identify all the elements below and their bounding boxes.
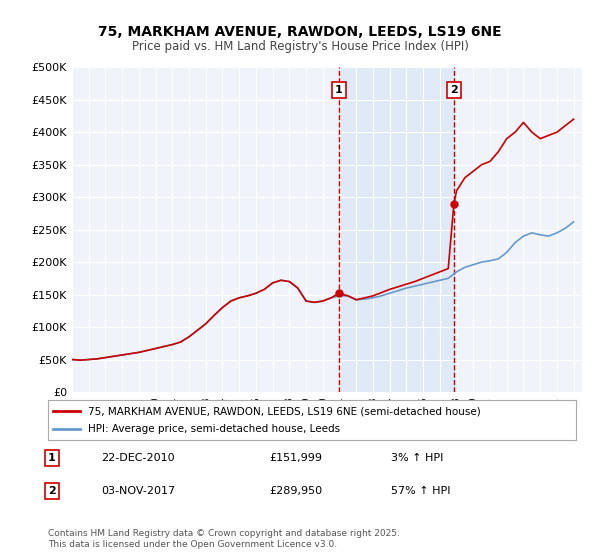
Text: 75, MARKHAM AVENUE, RAWDON, LEEDS, LS19 6NE (semi-detached house): 75, MARKHAM AVENUE, RAWDON, LEEDS, LS19 … [88, 407, 481, 417]
Text: 1: 1 [335, 85, 343, 95]
Text: £289,950: £289,950 [270, 486, 323, 496]
Text: 22-DEC-2010: 22-DEC-2010 [101, 453, 175, 463]
Text: 3% ↑ HPI: 3% ↑ HPI [391, 453, 443, 463]
Text: £151,999: £151,999 [270, 453, 323, 463]
Text: 2: 2 [48, 486, 56, 496]
Text: HPI: Average price, semi-detached house, Leeds: HPI: Average price, semi-detached house,… [88, 423, 340, 433]
Text: Price paid vs. HM Land Registry's House Price Index (HPI): Price paid vs. HM Land Registry's House … [131, 40, 469, 53]
Text: 75, MARKHAM AVENUE, RAWDON, LEEDS, LS19 6NE: 75, MARKHAM AVENUE, RAWDON, LEEDS, LS19 … [98, 25, 502, 39]
Text: 57% ↑ HPI: 57% ↑ HPI [391, 486, 451, 496]
Text: 03-NOV-2017: 03-NOV-2017 [101, 486, 175, 496]
Text: Contains HM Land Registry data © Crown copyright and database right 2025.
This d: Contains HM Land Registry data © Crown c… [48, 529, 400, 549]
Text: 1: 1 [48, 453, 56, 463]
Text: 2: 2 [450, 85, 458, 95]
Bar [339, 67, 454, 392]
